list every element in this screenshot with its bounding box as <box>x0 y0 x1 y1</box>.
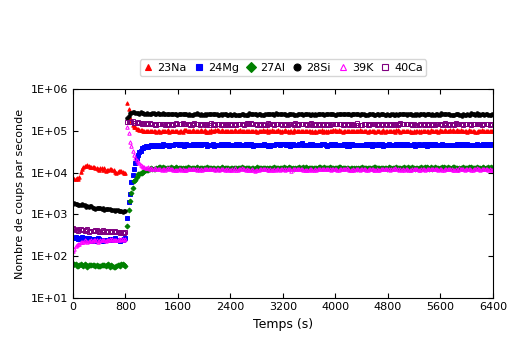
X-axis label: Temps (s): Temps (s) <box>253 318 313 331</box>
Y-axis label: Nombre de coups par seconde: Nombre de coups par seconde <box>15 108 25 279</box>
Legend: 23Na, 24Mg, 27Al, 28Si, 39K, 40Ca: 23Na, 24Mg, 27Al, 28Si, 39K, 40Ca <box>139 60 426 76</box>
